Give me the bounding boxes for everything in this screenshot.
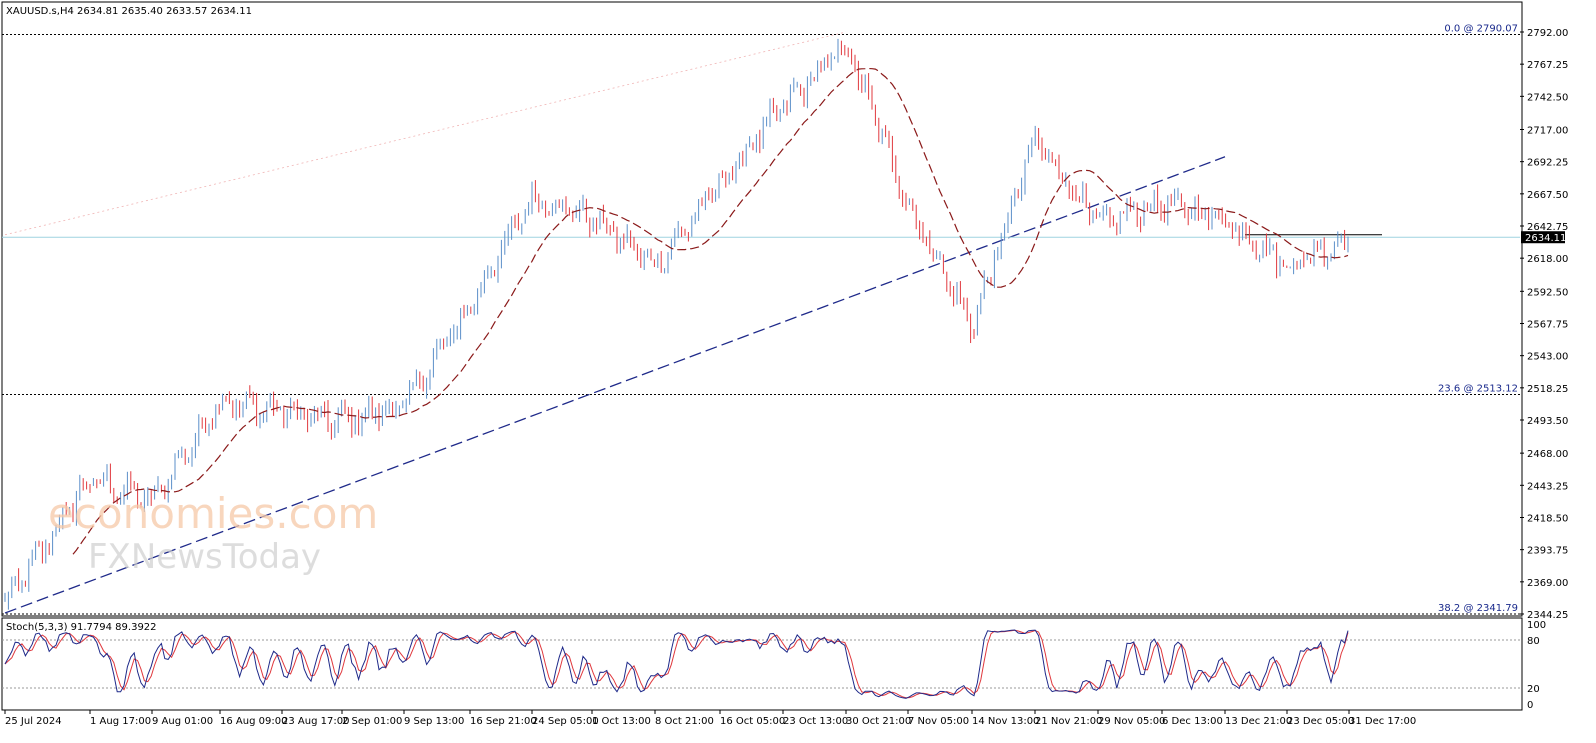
stochastic: 100 80 20 0: [2, 620, 1546, 711]
symbol-header: XAUUSD.s,H4 2634.81 2635.40 2633.57 2634…: [6, 6, 252, 17]
watermark-line1: economies.com: [48, 489, 378, 538]
ascending-trendline: [4, 156, 1226, 614]
time-tick-label: 2 Sep 01:00: [342, 716, 402, 727]
price-tick-label: 2717.00: [1527, 125, 1568, 136]
time-tick-label: 23 Dec 05:00: [1287, 716, 1354, 727]
time-tick-label: 13 Dec 21:00: [1225, 716, 1292, 727]
time-tick-label: 23 Aug 17:00: [282, 716, 349, 727]
price-tick-label: 2393.75: [1527, 546, 1568, 557]
time-tick-label: 7 Nov 05:00: [908, 716, 969, 727]
price-tick-label: 2667.50: [1527, 190, 1568, 201]
moving-average: [72, 67, 1349, 555]
price-tick-label: 2468.00: [1527, 449, 1568, 460]
time-tick-label: 24 Sep 05:00: [532, 716, 599, 727]
time-tick-label: 30 Oct 21:00: [846, 716, 911, 727]
price-tick-label: 2692.25: [1527, 158, 1568, 169]
time-tick-label: 9 Aug 01:00: [152, 716, 213, 727]
main-chart-frame: [1, 1, 1523, 617]
trendlines: [4, 31, 1382, 614]
time-tick-label: 1 Aug 17:00: [90, 716, 151, 727]
time-tick-label: 21 Nov 21:00: [1035, 716, 1102, 727]
price-tick-label: 2543.00: [1527, 352, 1568, 363]
stoch-panel-frame: [1, 617, 1523, 711]
price-tick-label: 2493.50: [1527, 416, 1568, 427]
stoch-tick-label: 100: [1527, 620, 1546, 631]
current-price-label: 2634.11: [1525, 233, 1566, 244]
time-tick-label: 1 Oct 13:00: [592, 716, 651, 727]
time-tick-label: 6 Dec 13:00: [1162, 716, 1223, 727]
watermark-line2: FXNewsToday: [88, 537, 321, 577]
time-tick-label: 23 Oct 13:00: [783, 716, 848, 727]
stoch-header: Stoch(5,3,3) 91.7794 89.3922: [6, 622, 157, 633]
current-price-line: 2634.11: [2, 231, 1566, 244]
price-tick-label: 2518.25: [1527, 384, 1568, 395]
fib-level-label: 38.2 @ 2341.79: [1438, 603, 1518, 614]
price-tick-label: 2742.50: [1527, 92, 1568, 103]
fibonacci-levels: 0.0 @ 2790.07 23.6 @ 2513.12 38.2 @ 2341.7…: [2, 24, 1520, 615]
fib-anchor-line: [4, 31, 847, 236]
time-tick-label: 25 Jul 2024: [5, 716, 62, 727]
price-tick-label: 2369.00: [1527, 578, 1568, 589]
candles: [4, 38, 1349, 610]
time-tick-label: 16 Aug 09:00: [220, 716, 287, 727]
time-tick-label: 9 Sep 13:00: [404, 716, 464, 727]
price-tick-label: 2443.25: [1527, 481, 1568, 492]
price-tick-label: 2344.25: [1527, 610, 1568, 621]
stoch-tick-label: 0: [1527, 700, 1533, 711]
price-tick-label: 2418.50: [1527, 513, 1568, 524]
time-tick-label: 14 Nov 13:00: [972, 716, 1039, 727]
stoch-main-line: [4, 629, 1349, 699]
price-tick-label: 2618.00: [1527, 254, 1568, 265]
stoch-tick-label: 80: [1527, 636, 1540, 647]
fib-level-label: 23.6 @ 2513.12: [1438, 383, 1518, 394]
price-tick-label: 2767.25: [1527, 60, 1568, 71]
time-tick-label: 16 Oct 05:00: [720, 716, 785, 727]
price-axis: 2792.00 2767.25 2742.50 2717.00 2692.25 2667.…: [1520, 28, 1568, 621]
moving-average-line: [72, 67, 1349, 555]
price-tick-label: 2792.00: [1527, 28, 1568, 39]
price-tick-label: 2642.75: [1527, 222, 1568, 233]
fib-level-label: 0.0 @ 2790.07: [1444, 24, 1518, 35]
current-price-tag: [1521, 231, 1565, 244]
time-tick-label: 16 Sep 21:00: [470, 716, 537, 727]
stoch-tick-label: 20: [1527, 684, 1540, 695]
price-tick-label: 2567.75: [1527, 319, 1568, 330]
time-tick-label: 8 Oct 21:00: [655, 716, 714, 727]
time-tick-label: 29 Nov 05:00: [1098, 716, 1165, 727]
time-axis: 25 Jul 2024 1 Aug 17:00 9 Aug 01:00 16 Aug …: [4, 710, 1416, 727]
price-tick-label: 2592.50: [1527, 287, 1568, 298]
time-tick-label: 31 Dec 17:00: [1349, 716, 1416, 727]
